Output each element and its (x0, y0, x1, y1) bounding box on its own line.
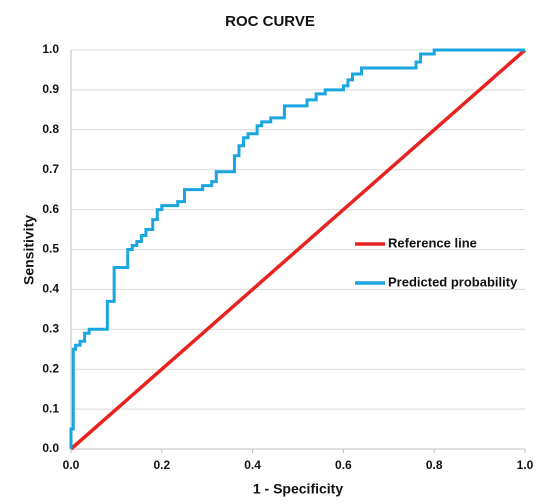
x-tick-label: 0.2 (153, 458, 170, 472)
y-tick-label: 0.1 (42, 401, 59, 415)
y-tick-label: 0.9 (42, 82, 59, 96)
y-tick-label: 0.2 (42, 361, 59, 375)
y-tick-label: 0.6 (42, 202, 59, 216)
legend-label: Predicted probability (388, 274, 518, 289)
y-tick-label: 0.4 (42, 282, 59, 296)
x-tick-label: 1.0 (517, 458, 534, 472)
series-line (69, 48, 525, 449)
y-tick-label: 0.3 (42, 321, 59, 335)
y-tick-label: 1.0 (42, 42, 59, 56)
x-axis-title: 1 - Specificity (253, 481, 343, 497)
x-tick-label: 0.6 (335, 458, 352, 472)
y-tick-label: 0.8 (42, 122, 59, 136)
x-tick-label: 0.8 (426, 458, 443, 472)
legend-label: Reference line (388, 235, 477, 250)
series-line (69, 48, 527, 451)
y-tick-label: 0.5 (42, 242, 59, 256)
y-tick-label: 0.0 (42, 441, 59, 455)
y-tick-label: 0.7 (42, 162, 59, 176)
x-tick-label: 0.4 (244, 458, 261, 472)
x-tick-label: 0.0 (63, 458, 80, 472)
chart-title: ROC CURVE (225, 13, 315, 30)
y-axis-title: Sensitivity (21, 215, 37, 285)
